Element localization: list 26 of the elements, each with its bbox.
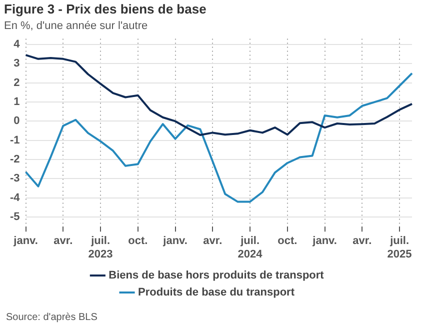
y-tick-label: -1 <box>10 134 20 146</box>
x-tick-label: juil. 2023 <box>88 235 113 260</box>
x-tick-label: janv. <box>12 235 38 248</box>
x-tick-label: juil. 2025 <box>387 235 412 260</box>
x-tick-label: avr. <box>352 235 372 248</box>
x-tick-label: janv. <box>312 235 337 248</box>
legend-label: Produits de base du transport <box>138 286 295 299</box>
chart-title: Figure 3 - Prix des biens de base <box>4 1 206 16</box>
y-tick-label: -2 <box>10 154 20 166</box>
x-tick-label: avr. <box>203 235 222 248</box>
legend-label: Biens de base hors produits de transport <box>108 270 324 282</box>
y-tick-label: 0 <box>14 115 20 128</box>
source-note: Source: d'après BLS <box>5 311 98 323</box>
x-tick-label: janv. <box>162 235 188 248</box>
x-tick-label: oct. <box>128 235 148 248</box>
y-tick-label: 4 <box>14 38 21 51</box>
y-tick-label: 3 <box>14 58 20 70</box>
y-tick-label: -5 <box>10 211 20 224</box>
x-tick-label: juil. 2024 <box>238 235 264 260</box>
y-tick-label: -3 <box>10 172 20 185</box>
x-tick-label: avr. <box>54 235 73 248</box>
y-tick-label: 2 <box>14 76 20 89</box>
y-tick-label: 1 <box>14 96 20 108</box>
chart-subtitle: En %, d'une année sur l'autre <box>4 20 148 32</box>
x-tick-label: oct. <box>278 235 298 248</box>
y-tick-label: -4 <box>10 192 21 204</box>
